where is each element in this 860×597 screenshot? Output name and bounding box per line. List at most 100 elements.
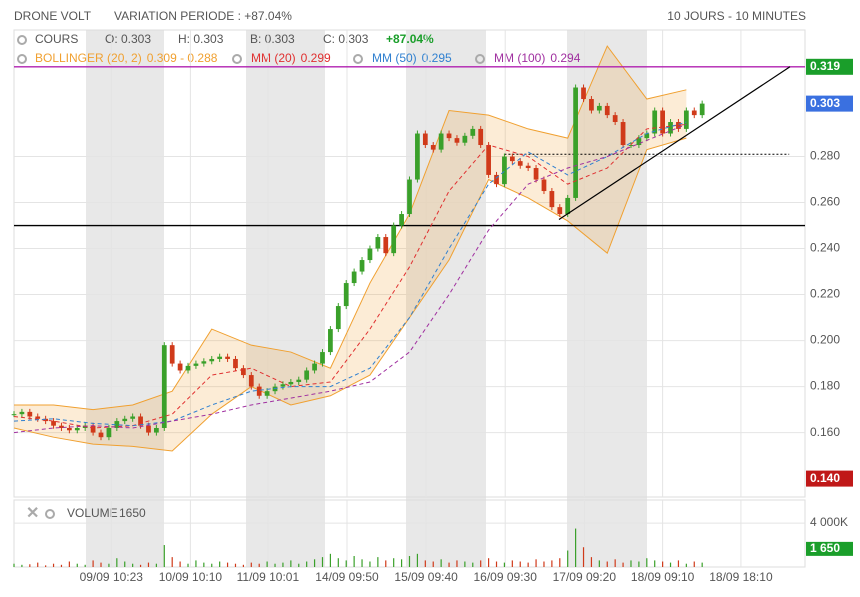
volume-bar bbox=[306, 561, 308, 567]
gear-icon[interactable] bbox=[232, 54, 242, 64]
volume-bar bbox=[567, 550, 569, 567]
volume-bar bbox=[630, 560, 632, 567]
y-tick-label: 0.160 bbox=[810, 425, 840, 439]
volume-bar bbox=[76, 563, 78, 567]
volume-bar bbox=[52, 563, 55, 567]
close-icon[interactable]: ✕ bbox=[26, 505, 39, 522]
volume-bar bbox=[685, 563, 687, 567]
candle bbox=[264, 391, 270, 396]
candle bbox=[549, 191, 555, 208]
indicator-name: BOLLINGER (20, 2) bbox=[35, 51, 142, 65]
candle bbox=[533, 168, 539, 180]
candle bbox=[241, 368, 246, 376]
volume-bar bbox=[385, 560, 387, 567]
candle bbox=[90, 425, 96, 433]
price-pane bbox=[13, 29, 806, 498]
title: DRONE VOLT bbox=[14, 9, 92, 23]
volume-bar bbox=[298, 563, 300, 567]
candle bbox=[114, 421, 120, 428]
candle bbox=[652, 110, 658, 134]
volume-bar bbox=[646, 558, 648, 567]
volume-bar bbox=[68, 561, 70, 567]
candle bbox=[612, 115, 618, 123]
candle bbox=[177, 363, 183, 371]
candle bbox=[248, 375, 254, 387]
subtitle: VARIATION PERIODE : +87.04% bbox=[114, 9, 292, 23]
volume-bar bbox=[258, 563, 260, 567]
price-label: 0.140 bbox=[810, 471, 840, 485]
gear-icon[interactable] bbox=[17, 54, 27, 64]
y-tick-label: 0.220 bbox=[810, 287, 840, 301]
candle bbox=[557, 207, 563, 215]
gear-icon[interactable] bbox=[45, 509, 55, 519]
volume-legend-value: 1650 bbox=[119, 506, 146, 520]
candle bbox=[620, 122, 626, 146]
volume-bar bbox=[313, 559, 316, 567]
candle bbox=[407, 179, 412, 215]
volume-bar bbox=[638, 561, 640, 567]
session-band bbox=[567, 30, 647, 567]
volume-bar bbox=[226, 562, 229, 567]
candle bbox=[51, 421, 56, 426]
candle bbox=[59, 425, 64, 428]
candle bbox=[454, 138, 460, 143]
volume-bar bbox=[488, 558, 490, 567]
candle bbox=[233, 358, 238, 369]
candle bbox=[138, 416, 143, 426]
candle bbox=[628, 145, 634, 147]
volume-bar bbox=[582, 547, 585, 567]
bollinger-lower bbox=[13, 137, 687, 452]
volume-bar bbox=[266, 561, 268, 567]
moving-average bbox=[13, 121, 687, 427]
candle bbox=[683, 110, 689, 129]
candle bbox=[217, 356, 223, 359]
gear-icon[interactable] bbox=[475, 54, 485, 64]
volume-bar bbox=[456, 560, 458, 567]
volume-bar bbox=[598, 560, 600, 567]
candle bbox=[351, 271, 357, 284]
legend-change: +87.04% bbox=[386, 32, 434, 46]
candle bbox=[201, 361, 207, 364]
volume-bar bbox=[408, 556, 411, 567]
volume-bar bbox=[511, 560, 513, 567]
y-tick-label: 0.180 bbox=[810, 379, 840, 393]
gear-icon[interactable] bbox=[17, 35, 27, 45]
volume-bar bbox=[559, 558, 561, 567]
legend-high: H: 0.303 bbox=[178, 32, 224, 46]
candle bbox=[312, 363, 317, 371]
indicator-name: MM (100) bbox=[494, 51, 545, 65]
volume-bar bbox=[155, 563, 157, 567]
volume-bar bbox=[219, 561, 221, 567]
legend-low: B: 0.303 bbox=[250, 32, 295, 46]
x-tick-label: 18/09 18:10 bbox=[709, 570, 773, 584]
volume-bar bbox=[472, 562, 474, 567]
volume-bar bbox=[29, 564, 31, 567]
x-tick-label: 10/09 10:10 bbox=[159, 570, 223, 584]
candle bbox=[509, 156, 515, 162]
x-tick-label: 09/09 10:23 bbox=[80, 570, 144, 584]
volume-bar bbox=[84, 564, 86, 567]
candle bbox=[225, 356, 230, 359]
price-label: 0.303 bbox=[810, 96, 840, 110]
moving-average bbox=[13, 123, 687, 434]
volume-bar bbox=[369, 561, 371, 567]
gear-icon[interactable] bbox=[353, 54, 363, 64]
candle bbox=[98, 432, 104, 438]
volume-bar bbox=[329, 553, 331, 567]
candle bbox=[430, 145, 436, 150]
indicator-value: 0.309 - 0.288 bbox=[147, 51, 218, 65]
x-tick-label: 15/09 09:40 bbox=[394, 570, 458, 584]
candle bbox=[193, 363, 199, 366]
candle bbox=[185, 365, 191, 371]
session-band bbox=[86, 30, 164, 567]
candle bbox=[486, 145, 491, 175]
candle bbox=[66, 427, 72, 431]
trendline bbox=[558, 66, 791, 221]
candle bbox=[146, 425, 151, 433]
volume-bar bbox=[693, 561, 695, 567]
volume-bar bbox=[606, 561, 608, 567]
candle bbox=[462, 135, 468, 143]
candle bbox=[209, 358, 215, 362]
candle bbox=[525, 165, 531, 169]
